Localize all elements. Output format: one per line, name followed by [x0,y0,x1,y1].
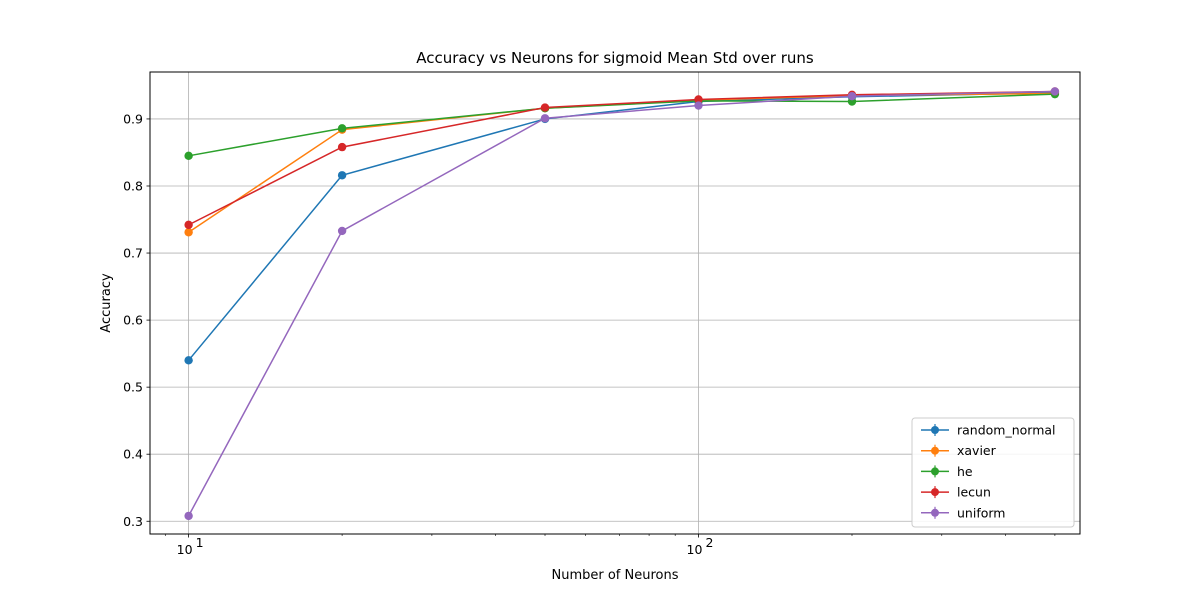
chart-title: Accuracy vs Neurons for sigmoid Mean Std… [416,49,814,67]
data-point-uniform [847,91,857,101]
legend-marker-lecun [931,488,939,497]
y-tick-label: 0.4 [123,447,143,462]
legend-label-he: he [957,464,973,479]
y-tick-label: 0.5 [123,380,143,395]
legend-label-random_normal: random_normal [957,423,1056,438]
data-point-uniform [184,511,193,521]
x-axis-label: Number of Neurons [551,568,678,583]
y-tick-label: 0.8 [123,178,143,193]
series-line-lecun [188,90,1055,226]
data-point-he [337,124,347,133]
plot-frame [149,71,1081,535]
series-line-uniform [187,90,1055,517]
legend-box [911,417,1075,528]
y-tick-label: 0.7 [123,246,143,261]
y-tick-label: 0.6 [123,313,143,328]
series-layer [184,87,1060,521]
data-point-lecun [184,220,193,230]
legend-marker-he [931,467,939,476]
x-tick-label-exponent: 2 [706,535,714,550]
x-tick-label-exponent: 1 [196,535,204,550]
data-point-random_normal [184,356,193,365]
legend-label-lecun: lecun [957,485,991,500]
legend-marker-uniform [931,508,939,517]
y-tick-label: 0.3 [123,514,143,529]
data-point-lecun [337,142,347,152]
data-point-uniform [540,114,550,123]
x-tick-label-base: 10 [687,542,703,557]
legend-label-xavier: xavier [957,443,997,458]
series-line-xavier [188,92,1055,233]
data-point-lecun [694,95,703,104]
grid [150,72,1080,534]
x-tick-label-base: 10 [177,542,193,557]
legend-marker-random_normal [931,426,939,434]
y-tick-label: 0.9 [123,111,143,126]
data-point-xavier [184,228,193,237]
series-line-random_normal [188,92,1055,361]
axis-ticks: 0.30.40.50.60.70.80.910 1 10 2 [123,111,1056,557]
data-point-uniform [694,101,703,110]
legend-label-uniform: uniform [957,505,1005,520]
data-point-uniform [1050,87,1060,96]
data-point-uniform [337,226,347,236]
data-point-he [184,151,193,161]
series-line-he [188,93,1055,157]
legend-marker-xavier [931,446,939,455]
data-point-lecun [540,103,550,112]
data-point-random_normal [337,171,347,180]
y-axis-label: Accuracy [99,273,114,333]
